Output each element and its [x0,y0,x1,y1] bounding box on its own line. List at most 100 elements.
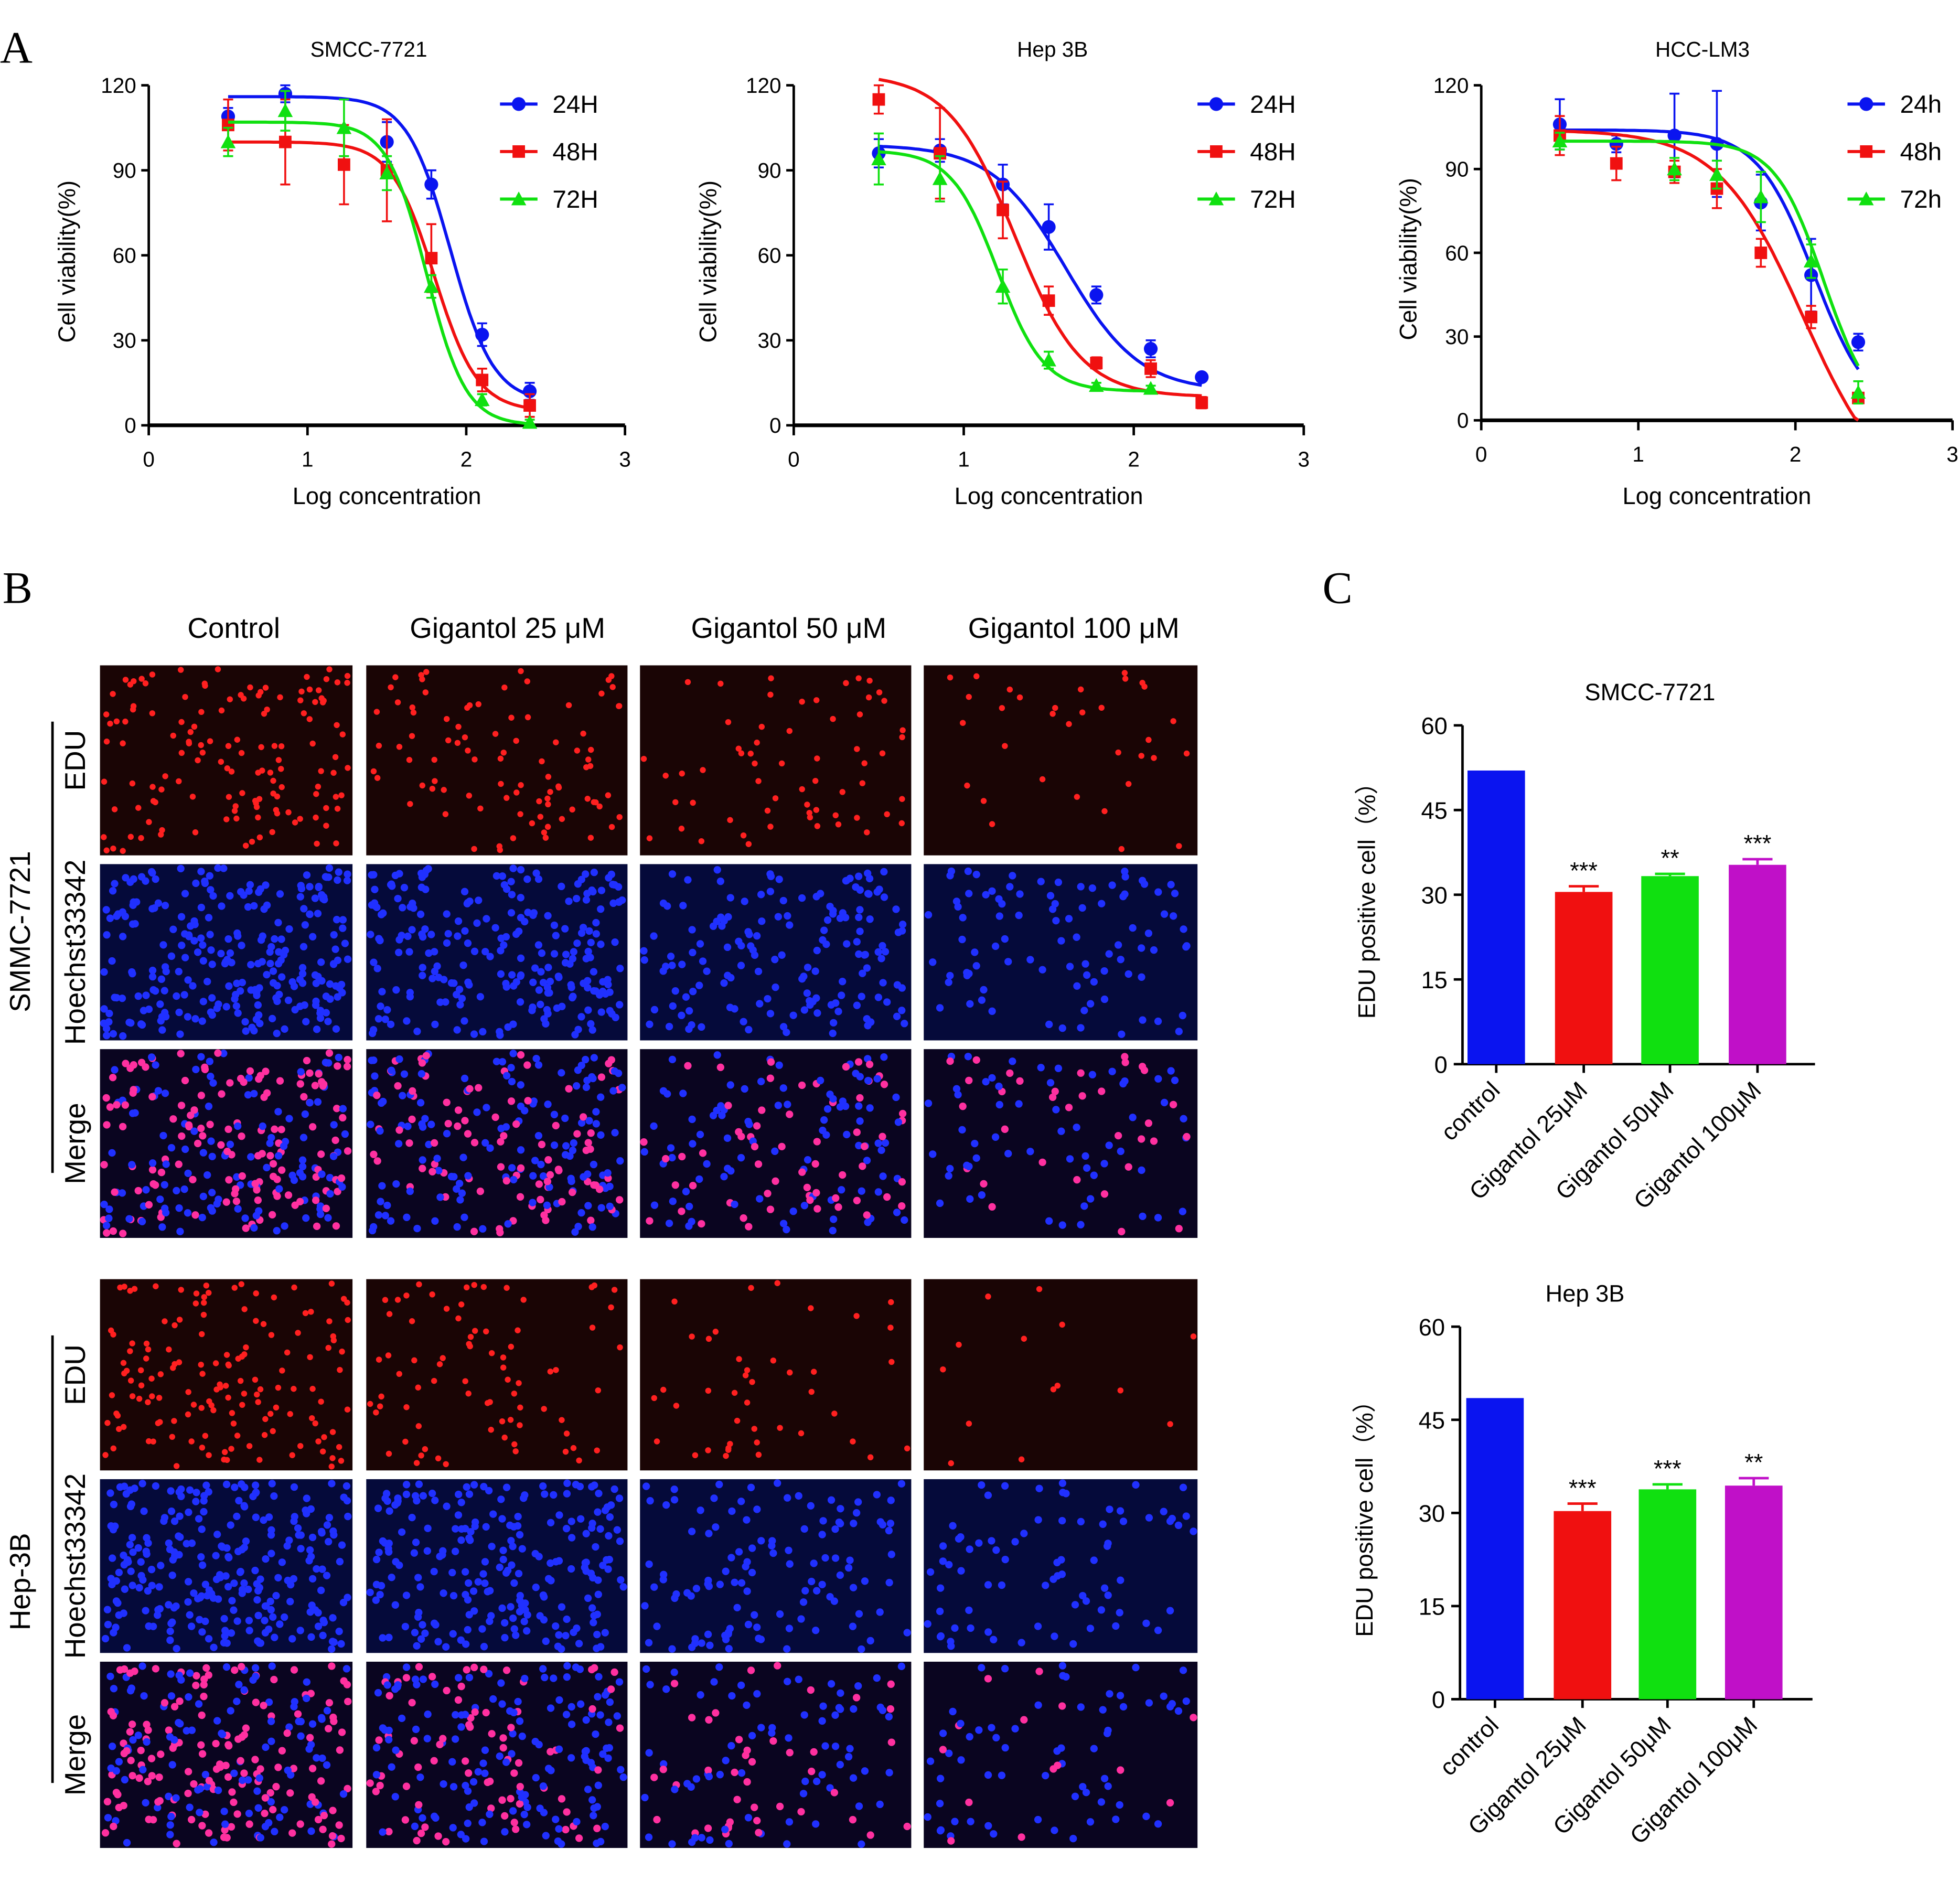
nucleus [325,1049,334,1057]
nucleus [703,967,711,975]
nucleus [856,906,864,914]
nucleus [167,952,176,960]
nucleus [662,963,670,970]
data-point [1858,191,1874,206]
nucleus [1154,1214,1162,1222]
nucleus [573,1082,581,1090]
x-tick-label: control [1434,1712,1504,1781]
error-bar [1655,872,1685,876]
nucleus [270,790,276,797]
nucleus [113,912,121,920]
nucleus [296,1002,304,1010]
nucleus [100,1005,108,1013]
nucleus [409,1087,416,1095]
nucleus [881,698,887,704]
nucleus [148,1166,157,1174]
nucleus [1057,1744,1065,1752]
nucleus [251,986,259,993]
nucleus [307,1354,313,1361]
nucleus [605,1556,613,1564]
nucleus [436,1193,444,1201]
nucleus [898,1109,907,1118]
nucleus [271,743,278,749]
nucleus [252,797,259,804]
nucleus [465,1490,474,1498]
nucleus [287,1411,293,1417]
nucleus [306,1099,314,1107]
nucleus [563,1662,571,1670]
nucleus [255,1399,261,1405]
nucleus [109,1743,116,1750]
nucleus [568,1188,576,1196]
nucleus [402,1782,411,1790]
nucleus [453,991,460,999]
nucleus [755,1634,763,1642]
nucleus [158,1026,166,1034]
channel-label: Merge [59,1714,91,1795]
nucleus [539,1172,548,1180]
nucleus [698,1834,705,1842]
nucleus [758,1106,766,1114]
nucleus [165,1726,173,1734]
nucleus [323,1707,331,1715]
nucleus [109,1074,117,1082]
nucleus [295,1531,303,1539]
nucleus [312,1001,320,1009]
nucleus [421,1823,429,1831]
nucleus [898,1178,906,1186]
nucleus [678,1152,686,1161]
nucleus [436,1553,444,1560]
nucleus [547,1704,555,1712]
nucleus [319,1082,327,1090]
nucleus [192,1672,200,1680]
nucleus [338,1728,346,1736]
nucleus [514,1513,522,1521]
nucleus [209,1079,217,1087]
nucleus [413,1836,421,1845]
nucleus [245,1627,253,1634]
nucleus [225,743,232,749]
nucleus [1078,1092,1086,1100]
significance-label: *** [1569,1474,1597,1501]
nucleus [731,1578,738,1586]
nucleus [580,1173,587,1181]
data-point [1850,384,1866,399]
nucleus [217,1574,224,1581]
nucleus [880,893,888,901]
nucleus [966,1545,973,1553]
nucleus [136,1395,143,1402]
nucleus [787,1369,793,1376]
nucleus [723,1452,729,1459]
nucleus [241,1306,248,1312]
nucleus [373,1157,381,1165]
nucleus [592,1730,599,1738]
nucleus [571,1228,579,1236]
nucleus [1034,1622,1042,1630]
nucleus [876,689,883,696]
nucleus [455,1315,462,1322]
nucleus [199,957,207,965]
nucleus [1077,1221,1085,1228]
nucleus [431,756,437,763]
nucleus [138,835,144,841]
nucleus [326,1174,334,1182]
nucleus [646,1497,654,1505]
nucleus [687,1592,695,1600]
nucleus [415,1384,421,1391]
nucleus [562,1825,570,1834]
nucleus [577,1515,585,1523]
nucleus [757,1077,765,1085]
nucleus [618,1084,626,1092]
y-tick-label: 0 [1457,409,1469,433]
nucleus [1179,1207,1186,1215]
nucleus [411,1492,420,1500]
nucleus [537,1195,544,1204]
nucleus [388,880,395,888]
nucleus [372,1596,380,1604]
data-point [871,151,886,165]
nucleus [1054,1382,1061,1389]
nucleus [242,1027,250,1035]
nucleus [404,932,412,940]
nucleus [536,798,542,805]
nucleus [1048,905,1057,913]
